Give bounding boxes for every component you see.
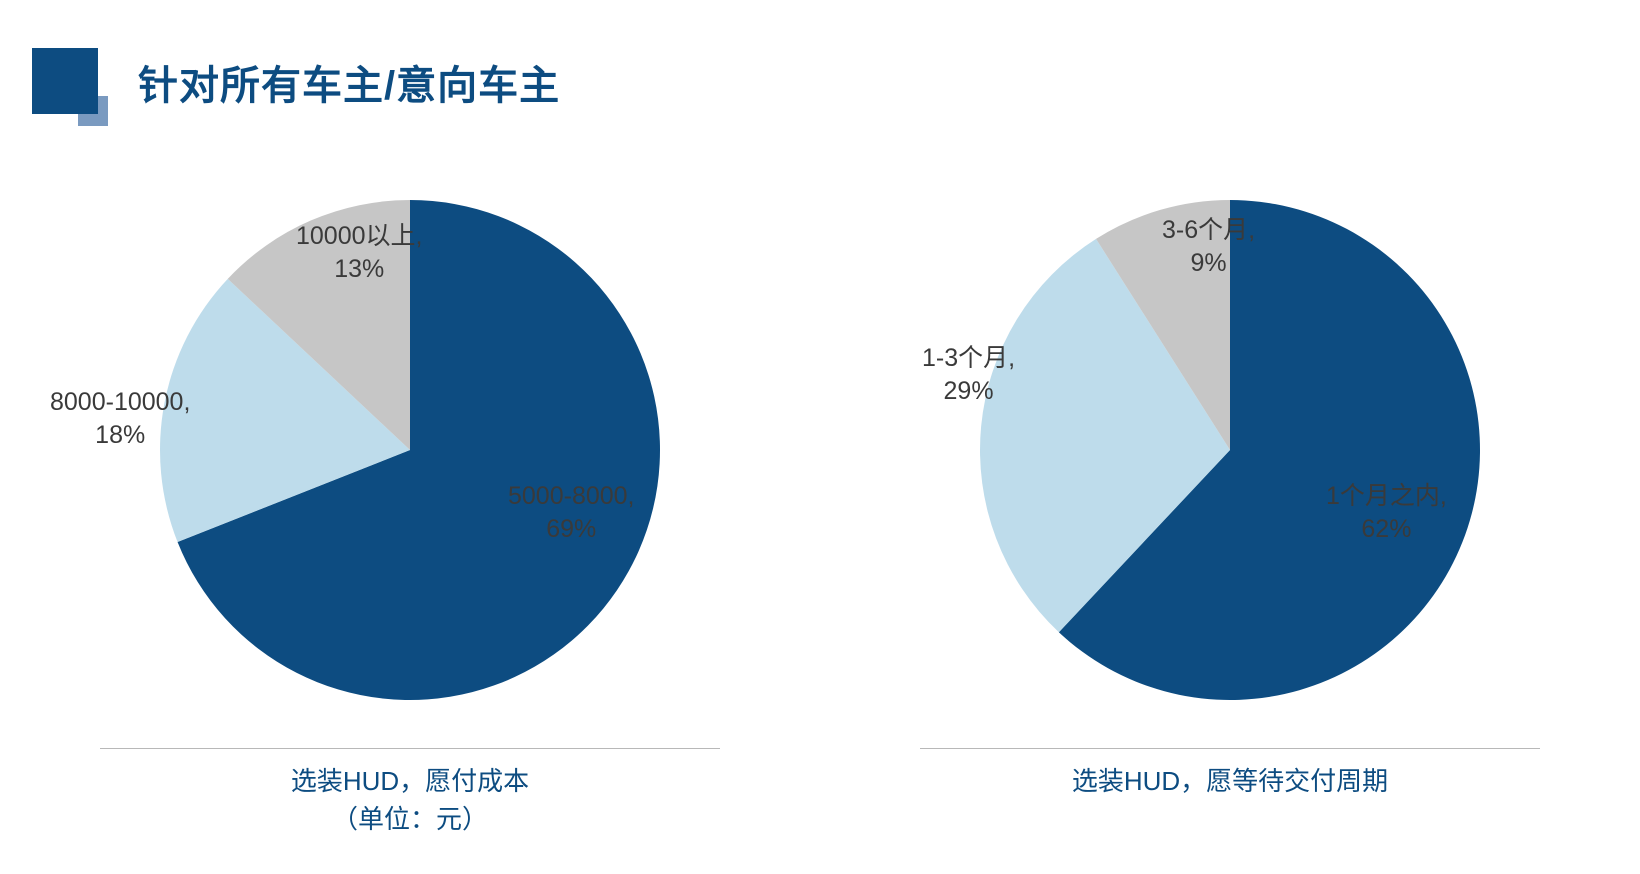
chart-divider [920, 748, 1540, 749]
pie-slice-label: 5000-8000, 69% [508, 480, 635, 545]
pie-slice-label: 3-6个月, 9% [1162, 214, 1255, 279]
charts-row: 5000-8000, 69% 8000-10000, 18% 10000以上, 13… [0, 170, 1640, 870]
chart-cost: 5000-8000, 69% 8000-10000, 18% 10000以上, 13… [40, 170, 780, 870]
pie-slice-label: 1个月之内, 62% [1326, 480, 1447, 545]
pie-slice-label: 1-3个月, 29% [922, 342, 1015, 407]
chart-wait-caption: 选装HUD，愿等待交付周期 [860, 763, 1600, 801]
chart-divider [100, 748, 720, 749]
page-title: 针对所有车主/意向车主 [138, 53, 560, 111]
pie-cost-wrap: 5000-8000, 69% 8000-10000, 18% 10000以上, 13… [40, 170, 780, 730]
pie-slice-label: 8000-10000, 18% [50, 386, 190, 451]
chart-wait: 1个月之内, 62% 1-3个月, 29% 3-6个月, 9% 选装HUD，愿等待交… [860, 170, 1600, 870]
pie-wait-wrap: 1个月之内, 62% 1-3个月, 29% 3-6个月, 9% [860, 170, 1600, 730]
page-header: 针对所有车主/意向车主 [20, 38, 560, 126]
pie-slice-label: 10000以上, 13% [296, 220, 422, 285]
chart-cost-caption: 选装HUD，愿付成本 （单位：元） [40, 763, 780, 838]
header-square-icon [20, 38, 108, 126]
